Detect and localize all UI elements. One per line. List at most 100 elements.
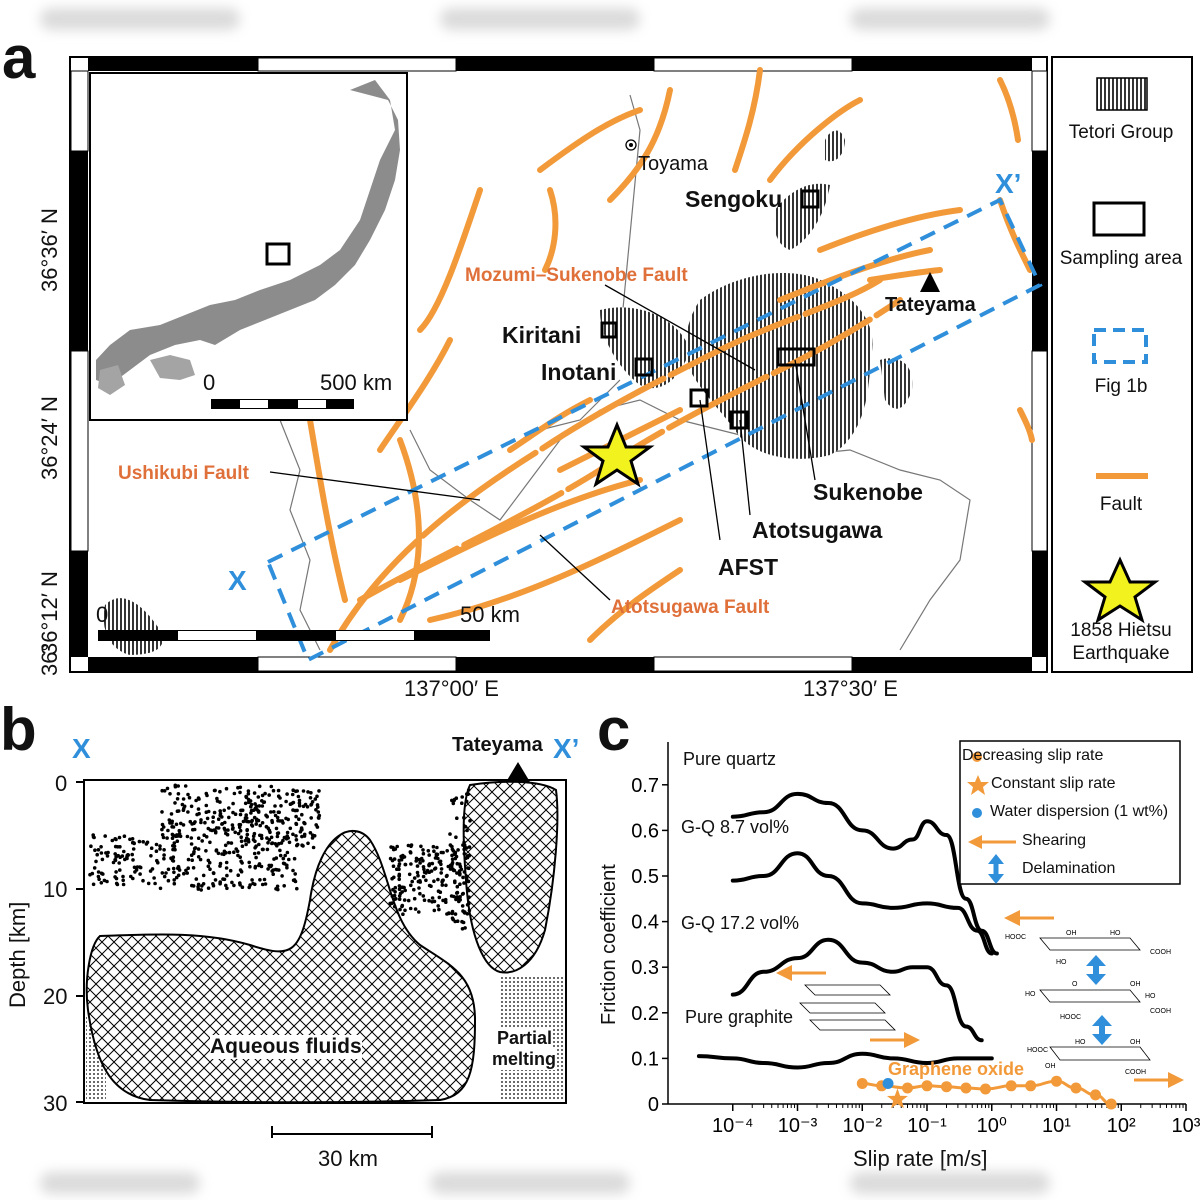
hypocenter-dot bbox=[466, 788, 471, 792]
hypocenter-dot bbox=[295, 843, 299, 848]
hypocenter-dot bbox=[412, 887, 416, 892]
mozumi-fault-label: Mozumi–Sukenobe Fault bbox=[465, 265, 688, 286]
hypocenter-dot bbox=[464, 846, 469, 850]
hypocenter-dot bbox=[182, 804, 187, 809]
hypocenter-dot bbox=[260, 882, 265, 887]
go-group-label: OH bbox=[1130, 981, 1141, 988]
hypocenter-dot bbox=[389, 845, 393, 849]
hypocenter-dot bbox=[301, 789, 306, 793]
aqueous-fluids-zone bbox=[85, 830, 477, 1104]
hypocenter-dot bbox=[113, 858, 117, 862]
hypocenter-dot bbox=[439, 862, 443, 867]
hypocenter-dot bbox=[232, 850, 236, 854]
hypocenter-dot bbox=[196, 796, 201, 800]
go-group-label: HOOC bbox=[1027, 1047, 1048, 1054]
hypocenter-dot bbox=[301, 804, 306, 809]
hypocenter-dot bbox=[431, 844, 436, 849]
hypocenter-dot bbox=[177, 832, 182, 836]
hypocenter-dot bbox=[218, 789, 222, 794]
constant-slip-rate-point bbox=[887, 1088, 908, 1109]
hypocenter-dot bbox=[134, 868, 139, 872]
hypocenter-dot bbox=[246, 789, 251, 793]
hypocenter-dot bbox=[305, 805, 310, 809]
data-point bbox=[921, 1080, 933, 1092]
hypocenter-dot bbox=[176, 784, 180, 788]
data-point bbox=[1090, 1089, 1101, 1101]
x-tick-label: 10³ bbox=[1172, 1115, 1200, 1137]
hypocenter-dot bbox=[294, 821, 298, 826]
hypocenter-dot bbox=[285, 850, 290, 855]
hypocenter-dot bbox=[270, 841, 274, 846]
hypocenter-dot bbox=[432, 908, 437, 913]
hypocenter-dot bbox=[204, 803, 209, 808]
hypocenter-dot bbox=[132, 865, 137, 870]
hypocenter-dot bbox=[447, 911, 451, 915]
hypocenter-dot bbox=[462, 843, 467, 847]
hypocenter-dot bbox=[216, 826, 221, 830]
hypocenter-dot bbox=[427, 853, 432, 857]
hypocenter-dot bbox=[253, 806, 258, 810]
hypocenter-dot bbox=[187, 795, 192, 800]
panel-letter-c: c bbox=[597, 696, 631, 763]
hypocenter-dot bbox=[418, 861, 422, 865]
hypocenter-dot bbox=[199, 818, 203, 822]
go-group-label: OH bbox=[1130, 1039, 1141, 1046]
hypocenter-dot bbox=[436, 877, 440, 882]
hypocenter-dot bbox=[251, 834, 256, 838]
hypocenter-dot bbox=[113, 837, 117, 841]
hypocenter-dot bbox=[465, 855, 470, 860]
hypocenter-dot bbox=[250, 878, 254, 882]
hypocenter-dot bbox=[437, 907, 441, 912]
hypocenter-dot bbox=[278, 848, 282, 853]
lon-label: 137°00′ E bbox=[404, 676, 499, 701]
hypocenter-dot bbox=[258, 823, 263, 828]
hypocenter-dot bbox=[432, 879, 436, 883]
hypocenter-dot bbox=[281, 861, 286, 866]
hypocenter-dot bbox=[189, 836, 194, 840]
hypocenter-dot bbox=[285, 834, 290, 838]
hypocenter-dot bbox=[395, 844, 400, 849]
hypocenter-dot bbox=[451, 849, 456, 853]
section-b-end: X’ bbox=[553, 733, 580, 764]
hypocenter-dot bbox=[297, 803, 302, 808]
y-tick-label: 0.1 bbox=[631, 1048, 659, 1070]
hypocenter-dot bbox=[260, 821, 265, 825]
hypocenter-dot bbox=[154, 849, 159, 853]
hypocenter-dot bbox=[439, 867, 444, 871]
hypocenter-dot bbox=[260, 804, 265, 808]
hypocenter-dot bbox=[312, 834, 317, 838]
go-group-label: COOH bbox=[1150, 1008, 1171, 1015]
hypocenter-dot bbox=[285, 830, 290, 835]
hypocenter-dot bbox=[100, 857, 105, 862]
hypocenter-dot bbox=[407, 872, 412, 877]
x-tick-label: 10⁻¹ bbox=[907, 1115, 947, 1137]
hypocenter-dot bbox=[451, 868, 456, 873]
hypocenter-dot bbox=[196, 847, 201, 851]
hypocenter-dot bbox=[402, 898, 407, 902]
hypocenter-dot bbox=[290, 801, 294, 806]
hypocenter-dot bbox=[130, 837, 135, 841]
hypocenter-dot bbox=[168, 792, 172, 796]
hypocenter-dot bbox=[233, 830, 237, 835]
hypocenter-dot bbox=[416, 873, 420, 878]
hypocenter-dot bbox=[417, 910, 421, 914]
hypocenter-dot bbox=[262, 877, 267, 882]
hypocenter-dot bbox=[415, 864, 420, 868]
hypocenter-dot bbox=[299, 828, 304, 832]
hypocenter-dot bbox=[265, 814, 270, 819]
y-tick-label: 0.2 bbox=[631, 1003, 659, 1025]
hypocenter-dot bbox=[154, 842, 159, 847]
hypocenter-dot bbox=[257, 804, 262, 808]
hypocenter-dot bbox=[191, 827, 195, 832]
hypocenter-dot bbox=[111, 860, 116, 865]
hypocenter-dot bbox=[121, 878, 125, 883]
hypocenter-dot bbox=[268, 830, 272, 835]
hypocenter-dot bbox=[270, 869, 275, 873]
hypocenter-dot bbox=[228, 868, 233, 873]
hypocenter-dot bbox=[449, 894, 454, 898]
hypocenter-dot bbox=[177, 828, 182, 833]
hypocenter-dot bbox=[421, 874, 426, 879]
hypocenter-dot bbox=[427, 883, 432, 888]
hypocenter-dot bbox=[413, 907, 418, 911]
hypocenter-dot bbox=[464, 799, 469, 804]
